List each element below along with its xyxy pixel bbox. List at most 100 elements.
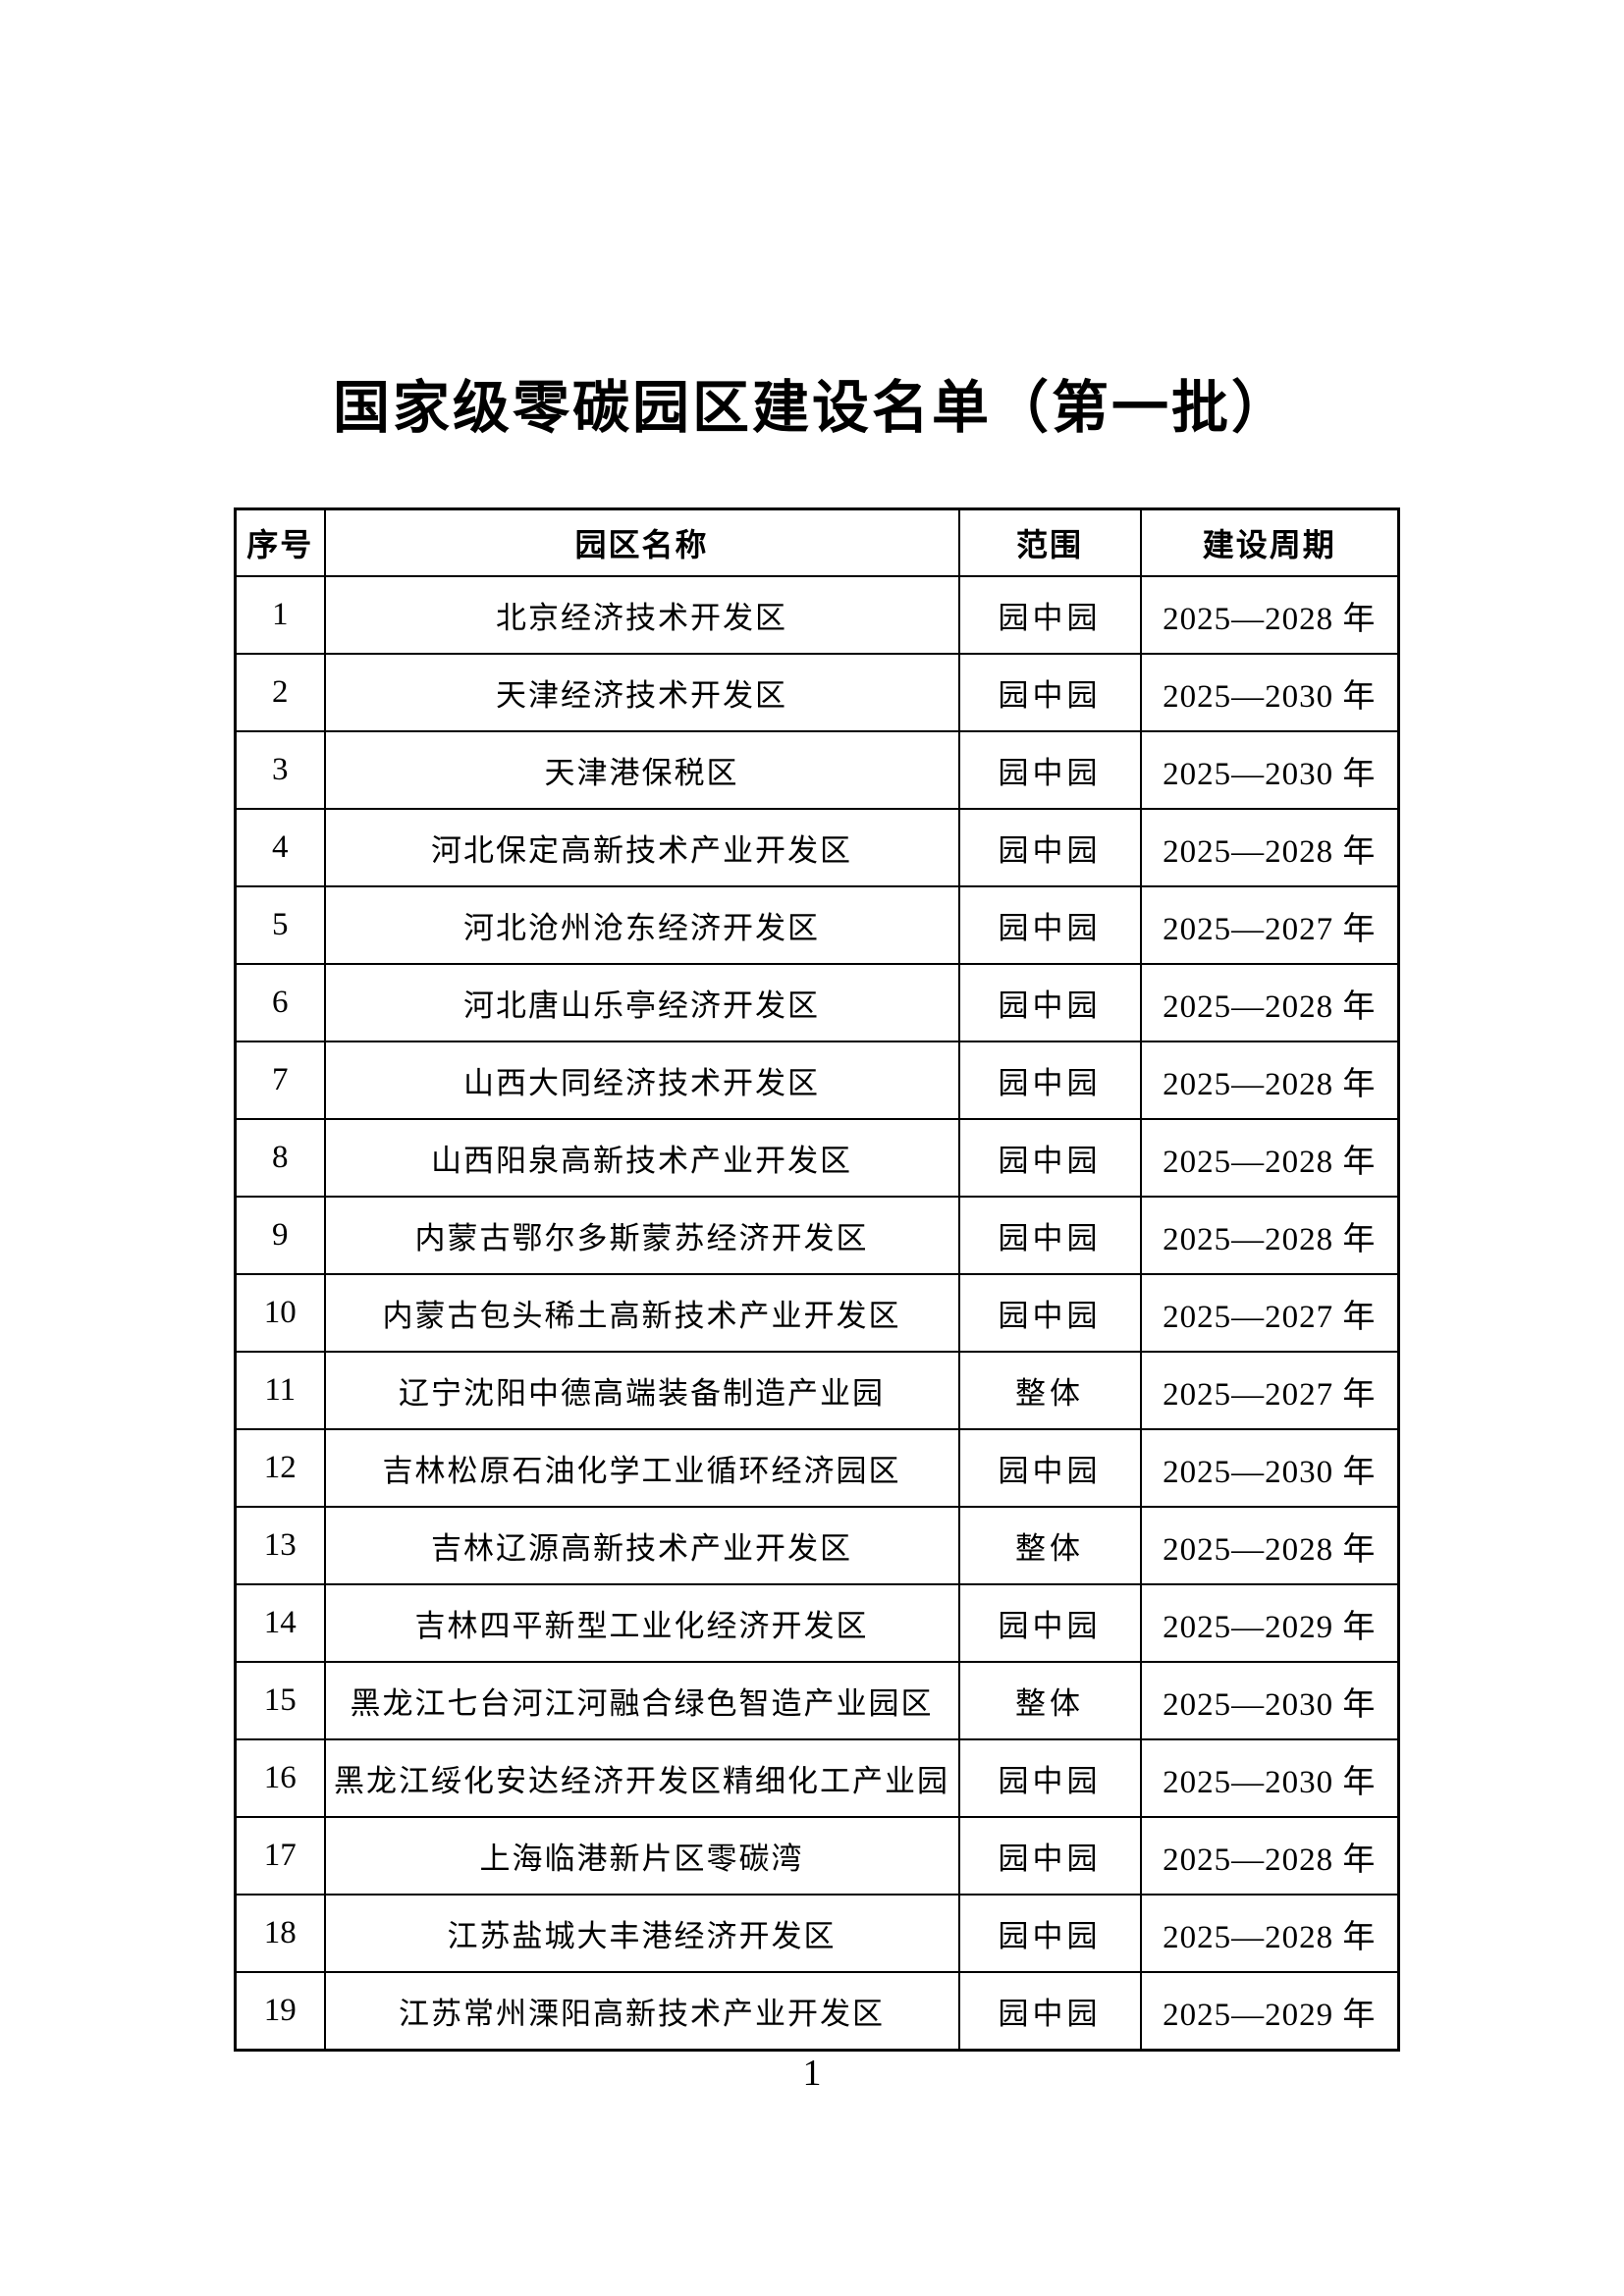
table-row: 5 河北沧州沧东经济开发区 园中园 2025—2027 年 [234,885,1400,965]
table-row: 3 天津港保税区 园中园 2025—2030 年 [234,730,1400,810]
table-row: 19 江苏常州溧阳高新技术产业开发区 园中园 2025—2029 年 [234,1971,1400,2052]
table-body: 1 北京经济技术开发区 园中园 2025—2028 年 2 天津经济技术开发区 园中园 202… [234,575,1400,2052]
scope-cell: 园中园 [957,575,1142,655]
scope-cell: 整体 [957,1661,1142,1740]
row-number-cell: 15 [234,1661,326,1740]
period-cell: 2025—2028 年 [1139,1816,1400,1896]
table-header-row: 序号 园区名称 范围 建设周期 [234,507,1400,577]
park-name-cell: 吉林辽源高新技术产业开发区 [323,1506,960,1585]
header-cell-scope: 范围 [957,507,1142,577]
park-name-cell: 河北沧州沧东经济开发区 [323,885,960,965]
park-name-cell: 河北保定高新技术产业开发区 [323,808,960,887]
period-cell: 2025—2028 年 [1139,1196,1400,1275]
period-cell: 2025—2027 年 [1139,1351,1400,1430]
park-name-cell: 天津港保税区 [323,730,960,810]
period-cell: 2025—2030 年 [1139,1738,1400,1818]
table-row: 14 吉林四平新型工业化经济开发区 园中园 2025—2029 年 [234,1583,1400,1663]
header-cell-period: 建设周期 [1139,507,1400,577]
period-cell: 2025—2029 年 [1139,1583,1400,1663]
period-cell: 2025—2030 年 [1139,653,1400,732]
row-number-cell: 18 [234,1894,326,1973]
row-number-cell: 16 [234,1738,326,1818]
period-cell: 2025—2027 年 [1139,885,1400,965]
scope-cell: 整体 [957,1506,1142,1585]
scope-cell: 园中园 [957,885,1142,965]
row-number-cell: 9 [234,1196,326,1275]
scope-cell: 园中园 [957,808,1142,887]
scope-cell: 园中园 [957,1041,1142,1120]
park-name-cell: 内蒙古鄂尔多斯蒙苏经济开发区 [323,1196,960,1275]
table-header: 序号 园区名称 范围 建设周期 [234,507,1400,577]
scope-cell: 园中园 [957,1118,1142,1198]
park-name-cell: 江苏常州溧阳高新技术产业开发区 [323,1971,960,2052]
header-cell-number: 序号 [234,507,326,577]
row-number-cell: 11 [234,1351,326,1430]
park-name-cell: 内蒙古包头稀土高新技术产业开发区 [323,1273,960,1353]
table-row: 10 内蒙古包头稀土高新技术产业开发区 园中园 2025—2027 年 [234,1273,1400,1353]
table-row: 7 山西大同经济技术开发区 园中园 2025—2028 年 [234,1041,1400,1120]
park-name-cell: 吉林松原石油化学工业循环经济园区 [323,1428,960,1508]
row-number-cell: 14 [234,1583,326,1663]
scope-cell: 园中园 [957,1196,1142,1275]
scope-cell: 园中园 [957,1583,1142,1663]
period-cell: 2025—2030 年 [1139,1661,1400,1740]
period-cell: 2025—2028 年 [1139,575,1400,655]
park-name-cell: 吉林四平新型工业化经济开发区 [323,1583,960,1663]
park-name-cell: 黑龙江七台河江河融合绿色智造产业园区 [323,1661,960,1740]
park-name-cell: 黑龙江绥化安达经济开发区精细化工产业园 [323,1738,960,1818]
page-number: 1 [802,2053,822,2094]
period-cell: 2025—2030 年 [1139,730,1400,810]
scope-cell: 园中园 [957,963,1142,1042]
row-number-cell: 5 [234,885,326,965]
park-name-cell: 上海临港新片区零碳湾 [323,1816,960,1896]
row-number-cell: 8 [234,1118,326,1198]
table-row: 6 河北唐山乐亭经济开发区 园中园 2025—2028 年 [234,963,1400,1042]
scope-cell: 园中园 [957,730,1142,810]
row-number-cell: 1 [234,575,326,655]
row-number-cell: 2 [234,653,326,732]
period-cell: 2025—2028 年 [1139,808,1400,887]
period-cell: 2025—2028 年 [1139,1118,1400,1198]
table-row: 9 内蒙古鄂尔多斯蒙苏经济开发区 园中园 2025—2028 年 [234,1196,1400,1275]
table-row: 17 上海临港新片区零碳湾 园中园 2025—2028 年 [234,1816,1400,1896]
row-number-cell: 3 [234,730,326,810]
row-number-cell: 4 [234,808,326,887]
table-row: 12 吉林松原石油化学工业循环经济园区 园中园 2025—2030 年 [234,1428,1400,1508]
park-name-cell: 辽宁沈阳中德高端装备制造产业园 [323,1351,960,1430]
park-name-cell: 山西阳泉高新技术产业开发区 [323,1118,960,1198]
table-row: 13 吉林辽源高新技术产业开发区 整体 2025—2028 年 [234,1506,1400,1585]
park-list-table: 序号 园区名称 范围 建设周期 1 北京经济技术开发区 园中园 2025—2028 年… [234,507,1400,2052]
scope-cell: 园中园 [957,1738,1142,1818]
table-row: 2 天津经济技术开发区 园中园 2025—2030 年 [234,653,1400,732]
row-number-cell: 19 [234,1971,326,2052]
table-row: 8 山西阳泉高新技术产业开发区 园中园 2025—2028 年 [234,1118,1400,1198]
period-cell: 2025—2027 年 [1139,1273,1400,1353]
park-name-cell: 天津经济技术开发区 [323,653,960,732]
table-row: 1 北京经济技术开发区 园中园 2025—2028 年 [234,575,1400,655]
row-number-cell: 13 [234,1506,326,1585]
table-row: 11 辽宁沈阳中德高端装备制造产业园 整体 2025—2027 年 [234,1351,1400,1430]
row-number-cell: 10 [234,1273,326,1353]
period-cell: 2025—2028 年 [1139,1041,1400,1120]
period-cell: 2025—2028 年 [1139,963,1400,1042]
period-cell: 2025—2028 年 [1139,1894,1400,1973]
park-name-cell: 北京经济技术开发区 [323,575,960,655]
park-name-cell: 山西大同经济技术开发区 [323,1041,960,1120]
scope-cell: 园中园 [957,1894,1142,1973]
row-number-cell: 12 [234,1428,326,1508]
scope-cell: 整体 [957,1351,1142,1430]
table-row: 4 河北保定高新技术产业开发区 园中园 2025—2028 年 [234,808,1400,887]
scope-cell: 园中园 [957,1273,1142,1353]
row-number-cell: 17 [234,1816,326,1896]
table-row: 16 黑龙江绥化安达经济开发区精细化工产业园 园中园 2025—2030 年 [234,1738,1400,1818]
scope-cell: 园中园 [957,653,1142,732]
row-number-cell: 7 [234,1041,326,1120]
period-cell: 2025—2028 年 [1139,1506,1400,1585]
park-name-cell: 江苏盐城大丰港经济开发区 [323,1894,960,1973]
table-row: 18 江苏盐城大丰港经济开发区 园中园 2025—2028 年 [234,1894,1400,1973]
period-cell: 2025—2029 年 [1139,1971,1400,2052]
scope-cell: 园中园 [957,1816,1142,1896]
header-cell-name: 园区名称 [323,507,960,577]
scope-cell: 园中园 [957,1428,1142,1508]
